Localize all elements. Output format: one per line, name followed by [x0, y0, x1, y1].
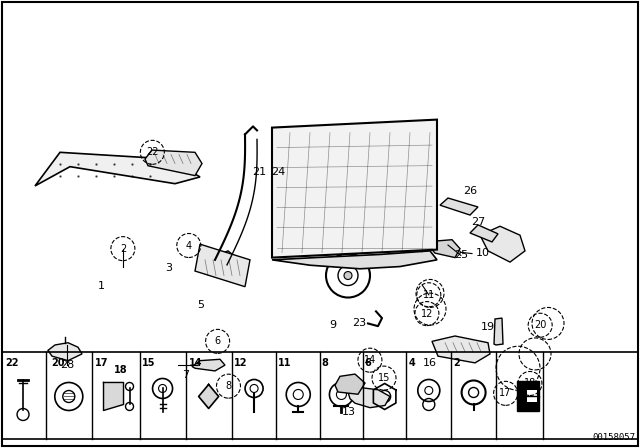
Text: 27: 27: [472, 217, 486, 227]
Text: 9: 9: [329, 320, 337, 330]
Polygon shape: [470, 225, 498, 242]
Polygon shape: [145, 150, 202, 176]
Text: 2: 2: [120, 244, 126, 254]
Text: 17: 17: [499, 388, 512, 398]
Text: 20: 20: [51, 358, 65, 368]
Text: 2: 2: [453, 358, 460, 368]
Text: 4: 4: [408, 358, 415, 368]
Text: 14: 14: [364, 355, 376, 365]
Polygon shape: [195, 244, 250, 287]
Polygon shape: [494, 318, 503, 345]
Text: 20: 20: [534, 320, 547, 330]
Text: 16: 16: [423, 358, 437, 368]
Polygon shape: [272, 251, 437, 269]
Text: 6: 6: [214, 336, 221, 346]
Text: 5: 5: [197, 300, 204, 310]
Bar: [527, 391, 538, 402]
Polygon shape: [48, 343, 82, 361]
Circle shape: [344, 271, 352, 280]
Text: 22: 22: [146, 147, 159, 157]
Text: 00158057: 00158057: [592, 433, 635, 442]
Polygon shape: [198, 384, 219, 409]
Text: 4: 4: [186, 241, 192, 250]
Text: 12: 12: [234, 358, 248, 368]
Text: 22: 22: [5, 358, 19, 368]
Text: 11: 11: [422, 290, 435, 300]
Polygon shape: [205, 251, 242, 271]
Text: 28: 28: [60, 360, 74, 370]
Text: 12: 12: [420, 309, 433, 319]
Text: 19: 19: [481, 322, 495, 332]
Polygon shape: [480, 226, 525, 262]
Text: 6: 6: [365, 358, 372, 368]
Polygon shape: [272, 120, 437, 258]
Text: 11: 11: [278, 358, 291, 368]
Text: 8: 8: [321, 358, 328, 368]
Text: 18: 18: [114, 365, 127, 375]
Bar: [517, 382, 540, 411]
Polygon shape: [432, 336, 490, 363]
Text: 17: 17: [95, 358, 109, 368]
Text: 14: 14: [189, 358, 202, 368]
Text: 24: 24: [271, 168, 285, 177]
Text: 18: 18: [524, 379, 536, 388]
Text: 21: 21: [252, 168, 266, 177]
Text: 15: 15: [142, 358, 156, 368]
Text: 8: 8: [225, 381, 232, 391]
Text: 23: 23: [353, 318, 367, 327]
Polygon shape: [192, 359, 225, 371]
Polygon shape: [430, 240, 460, 258]
Polygon shape: [35, 152, 200, 186]
Text: 3: 3: [165, 263, 172, 273]
Text: 7: 7: [182, 370, 189, 380]
Polygon shape: [348, 388, 390, 408]
Polygon shape: [440, 198, 478, 215]
Text: 13: 13: [342, 407, 356, 417]
Text: 25: 25: [454, 250, 468, 260]
Polygon shape: [104, 383, 124, 410]
Text: 10: 10: [476, 248, 490, 258]
Text: 1: 1: [98, 281, 104, 291]
Text: 15: 15: [378, 373, 390, 383]
Text: 26: 26: [463, 186, 477, 196]
Polygon shape: [335, 374, 365, 394]
